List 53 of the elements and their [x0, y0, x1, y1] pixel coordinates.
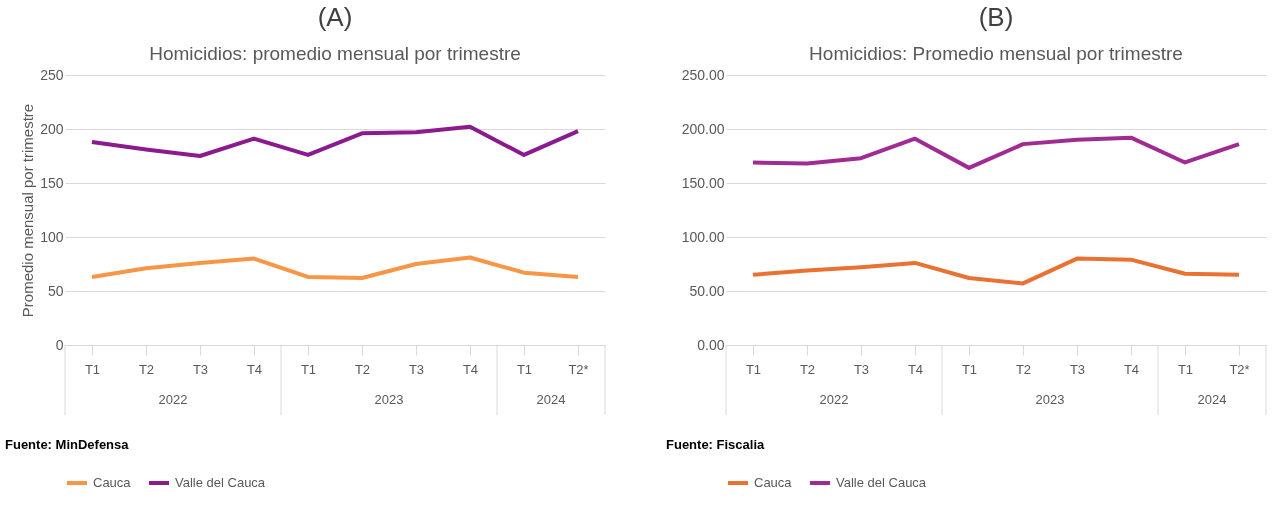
line-series	[90, 124, 580, 158]
y-tick-label: 50	[47, 282, 64, 299]
source-note: Fuente: MinDefensa	[5, 437, 130, 452]
x-tick-label: T1	[961, 361, 978, 377]
line-series	[751, 135, 1241, 170]
x-tick-label: T1	[745, 361, 762, 377]
x-tick-label: T1	[84, 361, 101, 377]
y-tick-label: 50.00	[689, 282, 725, 299]
y-tick-label: 100	[40, 228, 64, 245]
x-tick-label: T2*	[568, 361, 589, 377]
chart-subtitle: Homicidios: promedio mensual por trimestre	[149, 43, 521, 64]
x-tick-label: T2*	[1229, 361, 1250, 377]
y-tick-label: 200.00	[681, 120, 725, 137]
x-tick-label: T3	[408, 361, 425, 377]
legend-label: Cauca	[754, 475, 793, 490]
legend-label: Valle del Cauca	[836, 475, 927, 490]
x-tick-label: T4	[907, 361, 924, 377]
x-tick-label: T4	[246, 361, 263, 377]
legend-label: Cauca	[93, 475, 132, 490]
text: 2023	[1035, 392, 1065, 407]
x-tick-label: T3	[1069, 361, 1086, 377]
chart-subtitle: Homicidios: Promedio mensual por trimestre	[809, 43, 1183, 64]
x-tick-label: T2	[1015, 361, 1032, 377]
x-tick-label: T3	[192, 361, 209, 377]
line-series	[751, 256, 1241, 286]
x-tick-label: T1	[300, 361, 317, 377]
chart-title: (A)	[317, 2, 353, 32]
y-tick-label: 0.00	[697, 336, 725, 353]
text: 2024	[536, 392, 566, 407]
x-tick-label: T4	[1123, 361, 1140, 377]
y-axis-title: Promedio mensual por trimestre	[19, 103, 37, 318]
x-tick-label: T1	[516, 361, 533, 377]
y-tick-label: 100.00	[681, 228, 725, 245]
x-tick-label: T2	[799, 361, 816, 377]
y-tick-label: 250.00	[681, 66, 725, 83]
y-tick-label: 0	[55, 336, 64, 353]
line-series	[90, 255, 580, 281]
x-tick-label: T4	[462, 361, 479, 377]
legend-label: Valle del Cauca	[175, 475, 266, 490]
x-tick-label: T2	[138, 361, 155, 377]
text: 2022	[158, 392, 188, 407]
source-note: Fuente: Fiscalia	[666, 437, 766, 452]
x-tick-label: T1	[1177, 361, 1194, 377]
x-tick-label: T3	[853, 361, 870, 377]
y-tick-label: 150.00	[681, 174, 725, 191]
y-tick-label: 200	[40, 120, 64, 137]
chart-title: (B)	[978, 2, 1014, 32]
y-tick-label: 250	[40, 66, 64, 83]
text: 2024	[1197, 392, 1227, 407]
y-tick-label: 150	[40, 174, 64, 191]
text: 2023	[374, 392, 404, 407]
text: 2022	[819, 392, 849, 407]
x-tick-label: T2	[354, 361, 371, 377]
